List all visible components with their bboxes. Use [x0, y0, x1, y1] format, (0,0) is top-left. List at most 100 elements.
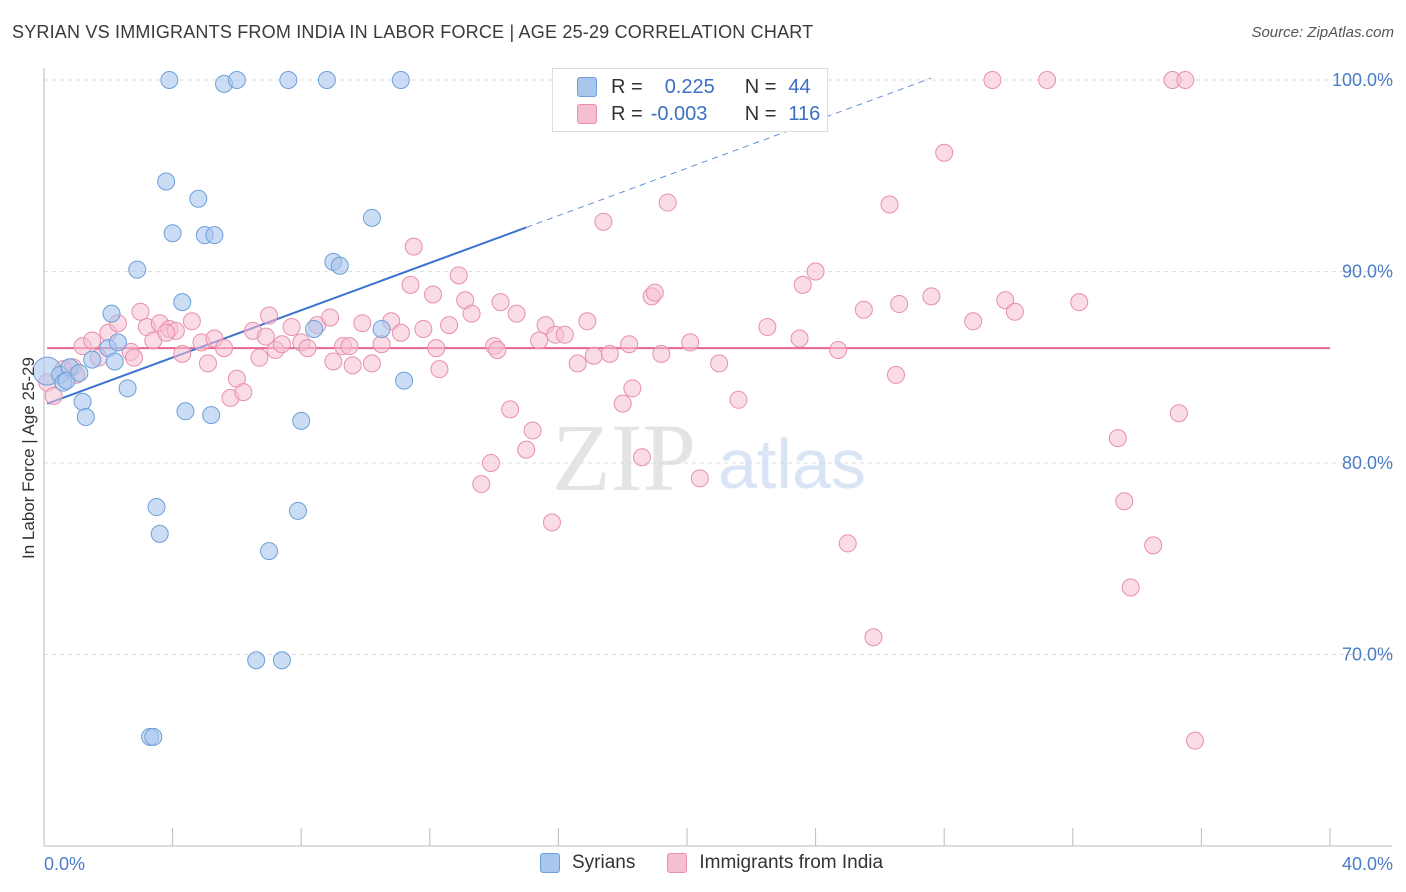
- y-tick-label: 90.0%: [1342, 262, 1393, 282]
- india-point: [372, 335, 391, 354]
- bottom-legend-swatch-india: [667, 853, 688, 873]
- india-point: [584, 346, 603, 365]
- syrians-point: [372, 319, 391, 338]
- india-point: [507, 304, 526, 323]
- india-point: [793, 275, 812, 294]
- syrians-trend-line: [46, 226, 527, 405]
- legend-swatch-india: [577, 104, 597, 124]
- y-axis-label: In Labor Force | Age 25-29: [19, 357, 38, 559]
- india-point: [472, 475, 491, 494]
- legend-n-label: N =: [744, 102, 777, 125]
- india-point: [234, 383, 253, 402]
- syrians-point: [176, 402, 195, 421]
- india-point: [481, 454, 500, 472]
- syrians-trend-extension: [526, 77, 932, 228]
- india-point: [298, 339, 317, 358]
- syrians-point: [144, 727, 163, 746]
- india-point: [854, 300, 873, 319]
- india-point: [427, 339, 446, 358]
- india-point: [517, 440, 536, 459]
- india-point: [157, 323, 176, 342]
- india-point: [488, 341, 507, 360]
- india-point: [321, 308, 340, 327]
- syrians-point: [205, 226, 224, 245]
- legend-row-syrians: R = 0.225 N = 44: [577, 74, 811, 100]
- syrians-point: [147, 498, 166, 517]
- india-point: [1185, 731, 1204, 750]
- y-tick-label: 100.0%: [1332, 70, 1393, 90]
- india-point: [125, 348, 144, 367]
- india-point: [983, 71, 1002, 89]
- syrians-point: [227, 71, 246, 89]
- india-point: [340, 337, 359, 356]
- legend-n-label: N =: [744, 75, 777, 98]
- legend-r-label: R =: [611, 102, 643, 125]
- syrians-point: [330, 256, 349, 275]
- india-point: [1038, 71, 1057, 89]
- syrians-point: [247, 651, 266, 670]
- india-point: [1176, 71, 1195, 89]
- india-point: [198, 354, 217, 373]
- syrians-point: [73, 392, 92, 411]
- syrians-point: [395, 371, 414, 390]
- india-point: [935, 143, 954, 162]
- india-point: [864, 628, 883, 647]
- legend-r-value: 0.225: [664, 75, 715, 98]
- bottom-legend-india[interactable]: Immigrants from India: [667, 852, 883, 874]
- india-point: [645, 283, 664, 302]
- india-point: [353, 314, 372, 333]
- india-point: [806, 262, 825, 281]
- syrians-point: [163, 224, 182, 243]
- syrians-point: [128, 260, 147, 279]
- india-point: [324, 352, 343, 371]
- india-point: [440, 316, 459, 335]
- axes: [43, 68, 1392, 847]
- india-point: [1169, 404, 1188, 423]
- india-point: [613, 394, 632, 413]
- india-point: [620, 335, 639, 354]
- bottom-legend-label-syrians: Syrians: [572, 852, 636, 873]
- syrians-point: [305, 319, 324, 338]
- syrians-point: [288, 501, 307, 520]
- india-point: [964, 312, 983, 331]
- india-point: [131, 302, 150, 321]
- india-point: [1144, 536, 1163, 555]
- india-point: [250, 348, 269, 367]
- india-point: [173, 344, 192, 363]
- legend-r-value: -0.003: [650, 102, 708, 125]
- legend-n-value: 116: [788, 102, 821, 125]
- syrians-point: [292, 411, 311, 430]
- india-point: [710, 354, 729, 373]
- syrians-points: [32, 71, 414, 746]
- syrians-point: [391, 71, 410, 89]
- india-point: [44, 386, 63, 405]
- bottom-legend-label-india: Immigrants from India: [699, 852, 884, 873]
- legend-swatch-syrians: [577, 77, 597, 97]
- india-point: [272, 335, 291, 354]
- syrians-point: [362, 208, 381, 227]
- india-point: [922, 287, 941, 306]
- india-point: [632, 448, 651, 467]
- india-point: [343, 356, 362, 375]
- y-tick-label: 70.0%: [1342, 645, 1393, 665]
- syrians-point: [202, 406, 221, 425]
- bottom-legend-syrians[interactable]: Syrians: [540, 852, 635, 874]
- bottom-legend-swatch-syrians: [540, 853, 560, 873]
- syrians-point: [102, 304, 121, 323]
- india-point: [83, 331, 102, 350]
- syrians-point: [105, 352, 124, 371]
- x-tick-label: 0.0%: [44, 854, 85, 874]
- syrians-point: [150, 524, 169, 543]
- india-point: [600, 344, 619, 363]
- chart-source: Source: ZipAtlas.com: [1251, 24, 1394, 41]
- syrians-point: [83, 350, 102, 369]
- india-point: [182, 312, 201, 331]
- india-point: [594, 212, 613, 231]
- india-point: [681, 333, 700, 352]
- india-point: [401, 275, 420, 294]
- tick-labels: 100.0% 90.0% 80.0% 70.0% 0.0% 40.0%: [44, 70, 1393, 874]
- india-point: [391, 323, 410, 342]
- india-point: [880, 195, 899, 214]
- x-tick-label: 40.0%: [1342, 854, 1393, 874]
